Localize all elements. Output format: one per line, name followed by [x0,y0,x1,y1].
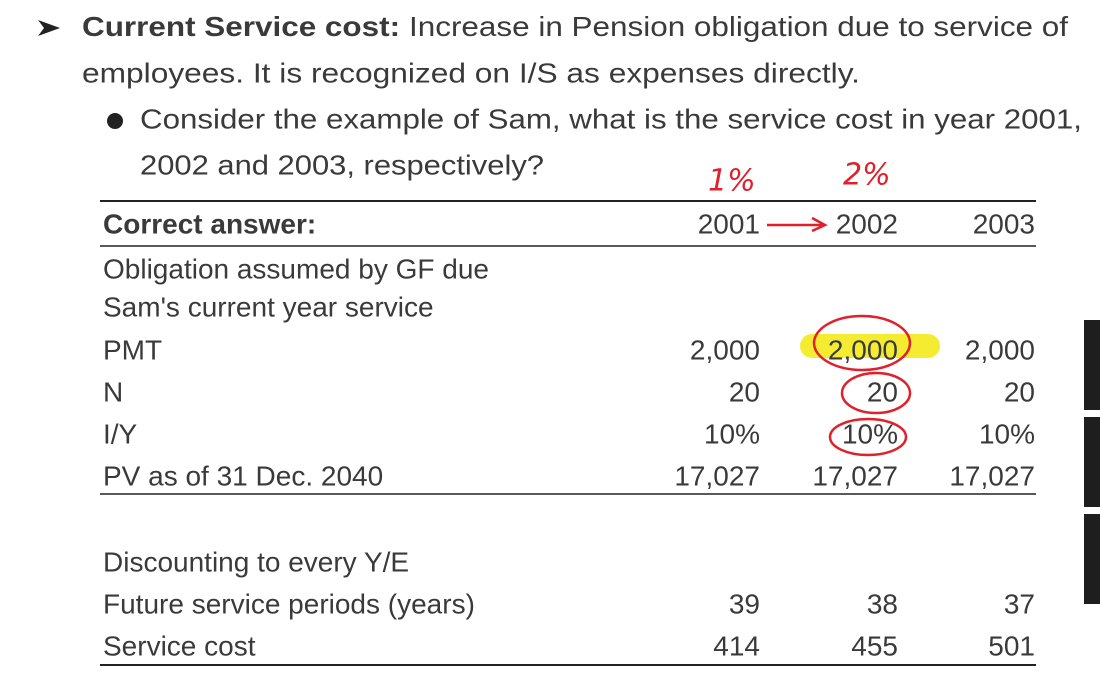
table-cell: Service cost [103,630,256,661]
side-bar [1084,514,1100,604]
table-header-cell: 2001 [698,208,760,239]
table-header-cell: 2003 [973,208,1035,239]
handwritten-circle [840,371,912,415]
table-cell: 2,000 [965,334,1035,365]
table-cell: 414 [713,630,760,661]
bullet-text: Increase in Pension obligation due to se… [409,11,1068,42]
bullet-arrow [38,20,60,36]
table-cell: Obligation assumed by GF due [103,253,489,284]
table-cell: 38 [867,588,898,619]
table-cell: Future service periods (years) [103,588,475,619]
table-cell: 2,000 [828,334,898,365]
table-cell: 10% [842,418,898,449]
highlight [800,334,940,358]
table: Correct answer: 2001 2002 2003 Obligation as… [103,208,1035,661]
table-cell: PV as of 31 Dec. 2040 [103,460,383,491]
side-bar [1084,320,1100,410]
table-cell: 17,027 [949,460,1035,491]
table-cell: 2,000 [690,334,760,365]
table-cell: 17,027 [812,460,898,491]
handwritten-arrow [767,216,828,233]
table-cell: N [103,376,123,407]
table-cell: PMT [103,334,162,365]
sub-bullet-text: 2002 and 2003, respectively? [140,149,544,180]
sub-bullet-text: Consider the example of Sam, what is the… [140,103,1082,134]
table-cell: 10% [979,418,1035,449]
bullet-text: employees. It is recognized on I/S as ex… [82,57,860,88]
table-cell: 20 [867,376,898,407]
table-cell: 20 [1004,376,1035,407]
handwritten-note: 1% [708,164,756,199]
table-header-cell: 2002 [836,208,898,239]
table-cell: Sam's current year service [103,291,434,322]
sub-bullet-dot [107,113,123,129]
handwritten-circle [812,314,912,372]
table-cell: 37 [1004,588,1035,619]
bullet-lead: Current Service cost: [82,11,400,42]
bullet-line: Current Service cost: Increase in Pension… [82,11,1068,42]
side-bar [1084,417,1100,507]
handwritten-note: 2% [843,158,891,193]
table-cell: 455 [851,630,898,661]
table-cell: I/Y [103,418,138,449]
table-cell: 501 [988,630,1035,661]
table-cell: 17,027 [674,460,760,491]
table-cell: 20 [729,376,760,407]
table-cell: Discounting to every Y/E [103,546,409,577]
table-cell: 39 [729,588,760,619]
handwritten-circle [828,417,908,457]
table-cell: 10% [704,418,760,449]
table-header-cell: Correct answer: [103,208,316,239]
